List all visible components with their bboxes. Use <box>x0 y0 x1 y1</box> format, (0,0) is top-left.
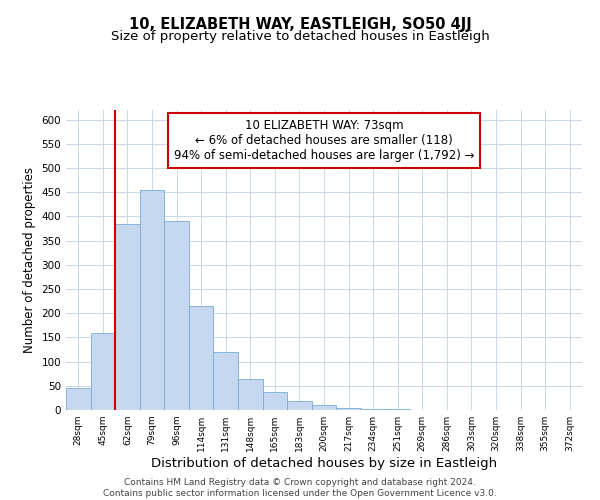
Bar <box>361 408 385 410</box>
Bar <box>189 306 214 410</box>
Bar <box>263 392 287 410</box>
Bar <box>385 409 410 410</box>
Bar <box>214 352 238 410</box>
Text: 10, ELIZABETH WAY, EASTLEIGH, SO50 4JJ: 10, ELIZABETH WAY, EASTLEIGH, SO50 4JJ <box>128 18 472 32</box>
Text: Contains HM Land Registry data © Crown copyright and database right 2024.
Contai: Contains HM Land Registry data © Crown c… <box>103 478 497 498</box>
Text: 10 ELIZABETH WAY: 73sqm
← 6% of detached houses are smaller (118)
94% of semi-de: 10 ELIZABETH WAY: 73sqm ← 6% of detached… <box>174 119 474 162</box>
Bar <box>238 378 263 410</box>
Text: Size of property relative to detached houses in Eastleigh: Size of property relative to detached ho… <box>110 30 490 43</box>
Bar <box>312 405 336 410</box>
Bar <box>164 222 189 410</box>
X-axis label: Distribution of detached houses by size in Eastleigh: Distribution of detached houses by size … <box>151 457 497 470</box>
Bar <box>140 190 164 410</box>
Bar <box>66 388 91 410</box>
Bar <box>336 408 361 410</box>
Bar <box>287 402 312 410</box>
Y-axis label: Number of detached properties: Number of detached properties <box>23 167 36 353</box>
Bar <box>91 332 115 410</box>
Bar <box>115 224 140 410</box>
